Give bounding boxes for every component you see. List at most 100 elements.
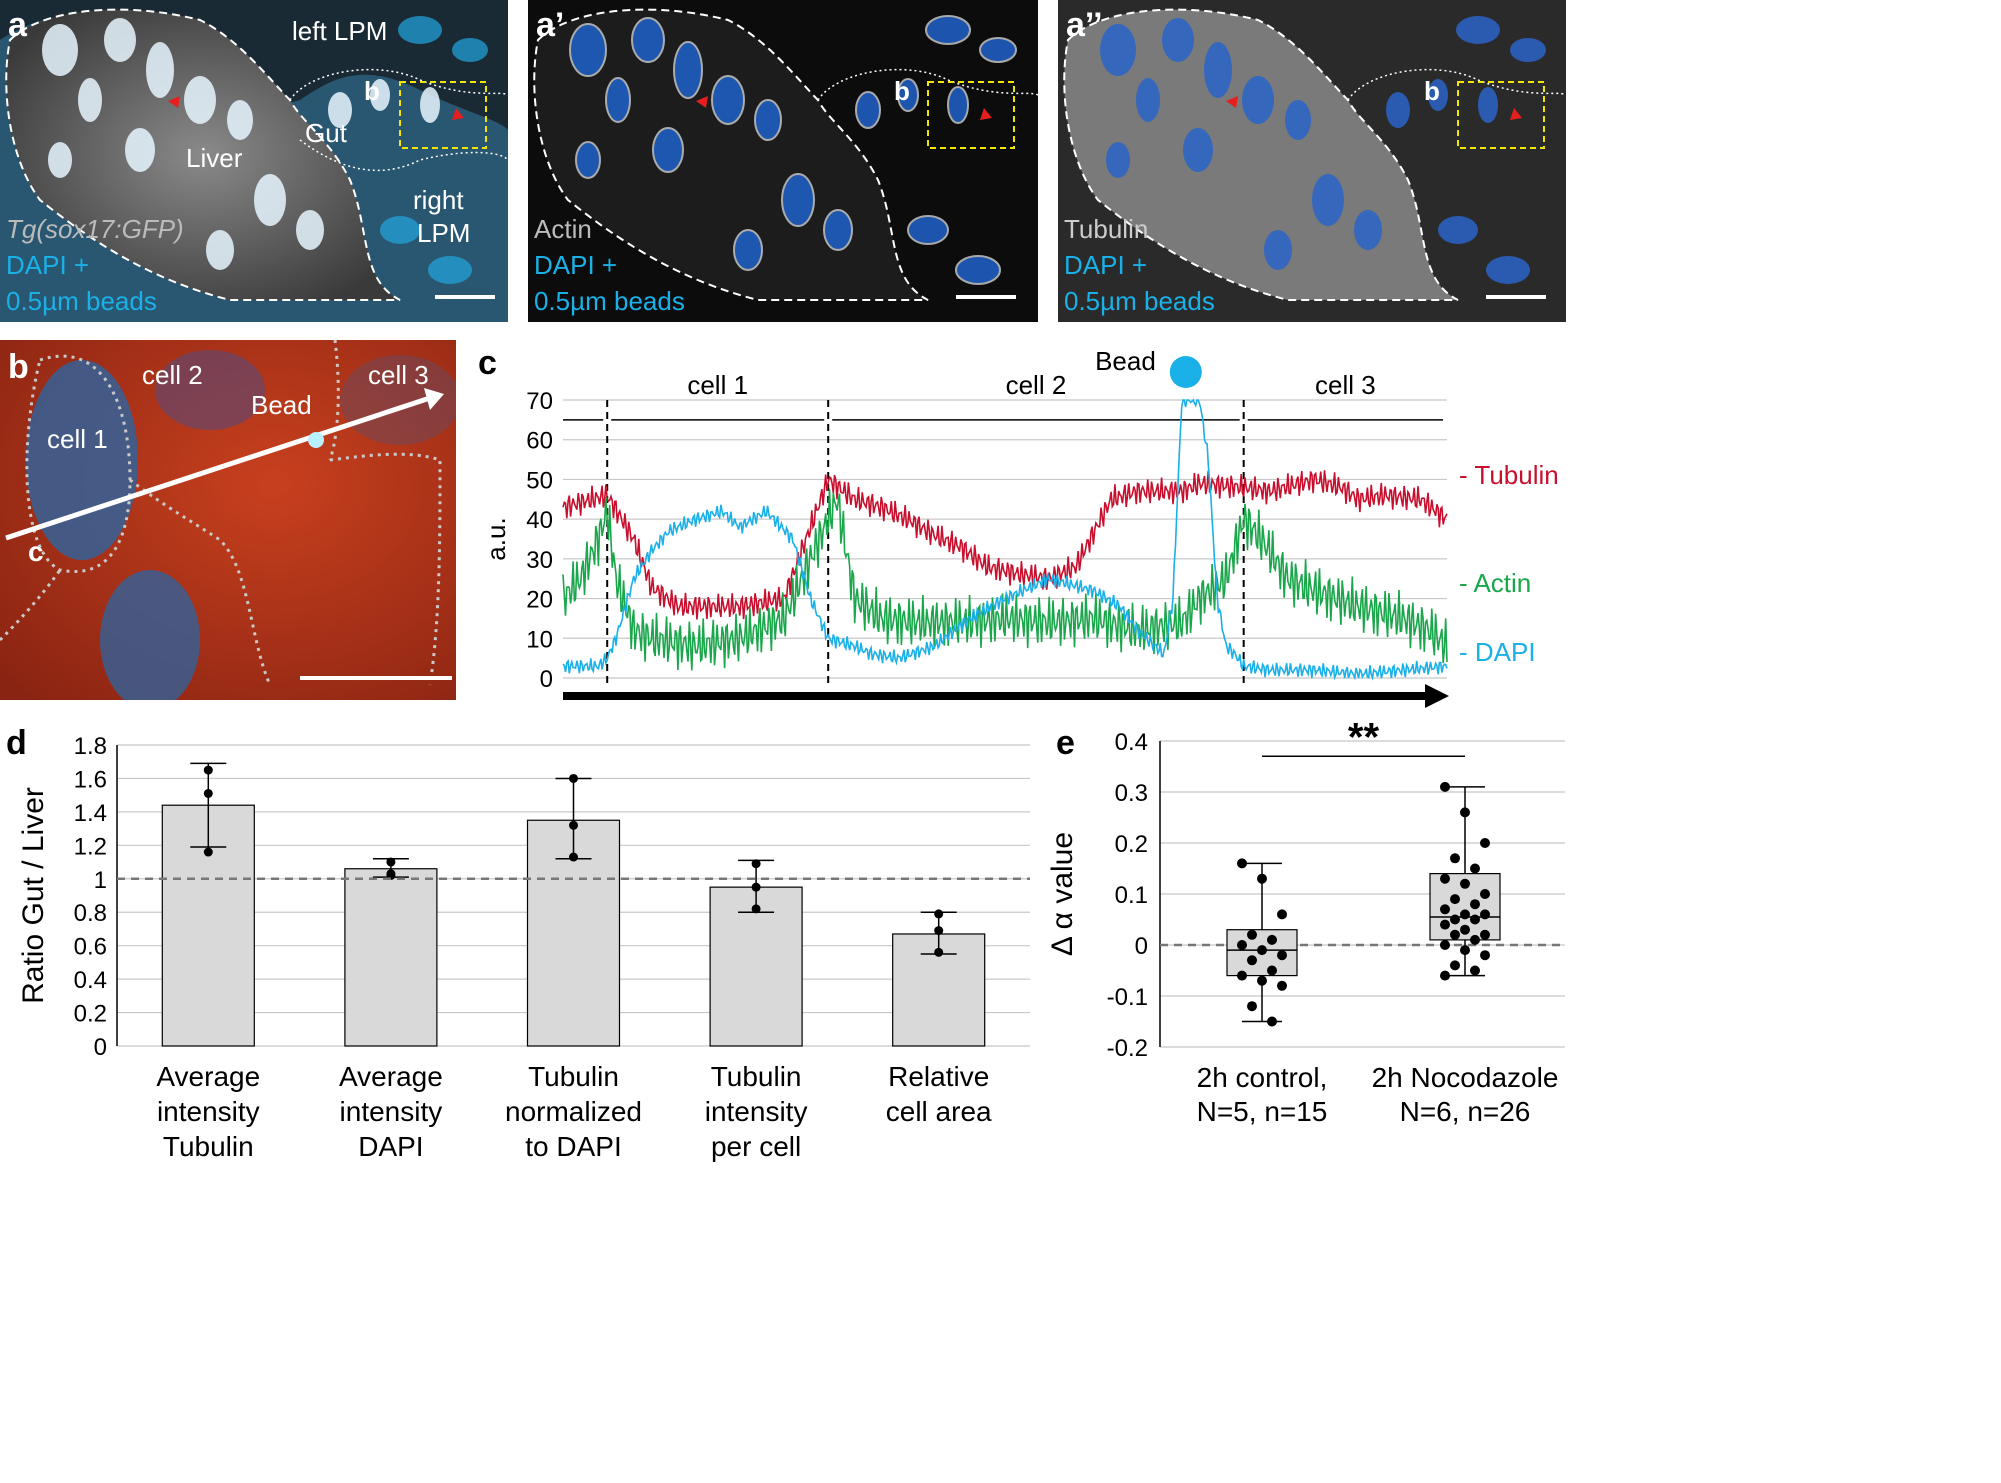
data-point	[934, 926, 944, 936]
stain-label-dapi: DAPI +	[534, 250, 618, 280]
arrowhead-marker	[452, 108, 464, 120]
inset-box	[1457, 81, 1545, 149]
y-tick-label: 0.2	[74, 1001, 107, 1028]
panel-a-image: a left LPM Gut Liver right LPM b Tg(sox1…	[0, 0, 508, 322]
y-tick-label: 60	[526, 428, 553, 455]
data-point	[1247, 929, 1257, 940]
data-point	[1480, 950, 1490, 961]
category-label: 2h control,	[1197, 1062, 1328, 1093]
arrowhead-marker	[168, 96, 180, 108]
data-point	[1460, 878, 1470, 889]
data-point	[1450, 853, 1460, 864]
data-point	[1480, 929, 1490, 940]
bead-icon	[1169, 356, 1202, 388]
data-point	[1440, 919, 1450, 930]
panel-a-double-prime-drawing	[1058, 0, 1566, 322]
stain-label-tubulin: Tubulin	[1064, 214, 1149, 244]
panel-label-a-double-prime: a’’	[1066, 6, 1103, 44]
profile-axis-arrowhead	[1425, 684, 1449, 708]
category-label: Tubulin	[711, 1061, 802, 1092]
data-point	[1460, 924, 1470, 935]
series-line-tubulin	[562, 470, 1448, 620]
series-legend-label: - DAPI	[1459, 637, 1536, 667]
category-label: Tubulin	[163, 1131, 254, 1162]
region-label-right: right	[413, 185, 464, 215]
cell-label-2: cell 2	[142, 360, 203, 390]
y-tick-label: 20	[526, 587, 553, 614]
data-point	[569, 820, 578, 830]
arrowhead-marker	[980, 108, 992, 120]
data-point	[1237, 970, 1247, 981]
y-tick-label: 10	[526, 626, 553, 653]
arrowhead-marker	[696, 96, 708, 108]
data-point	[203, 765, 213, 775]
y-tick-label: 0.3	[1115, 780, 1148, 807]
data-point	[1450, 929, 1460, 940]
data-point	[934, 947, 944, 957]
y-tick-label: 40	[526, 507, 553, 534]
panel-label-e: e	[1056, 724, 1075, 762]
region-label-right-lpm: LPM	[417, 218, 471, 248]
data-point	[1237, 858, 1247, 869]
data-point	[1470, 899, 1480, 910]
y-tick-label: 1.6	[74, 766, 107, 793]
series-legend-label: - Actin	[1459, 568, 1531, 598]
data-point	[386, 857, 396, 867]
inset-box	[927, 81, 1015, 149]
category-label: per cell	[711, 1131, 801, 1162]
data-point	[1470, 965, 1480, 976]
y-tick-label: 0	[94, 1034, 107, 1061]
bar	[709, 886, 803, 1047]
y-tick-label: 30	[526, 547, 553, 574]
bar	[344, 868, 438, 1047]
series-line-dapi	[562, 398, 1448, 681]
stain-label-sox17: Tg(sox17:GFP)	[6, 214, 184, 244]
data-point	[1480, 909, 1490, 920]
data-point	[1450, 914, 1460, 925]
region-label-left-lpm: left LPM	[292, 16, 388, 46]
data-point	[751, 904, 761, 914]
y-tick-label: 0.6	[74, 934, 107, 961]
region-label: cell 2	[1006, 370, 1067, 400]
category-label: cell area	[886, 1096, 992, 1127]
data-point	[203, 847, 213, 857]
region-label-gut: Gut	[305, 118, 347, 148]
panel-a-drawing	[0, 0, 508, 322]
panel-label-a-prime: a’	[536, 6, 565, 44]
data-point	[1480, 889, 1490, 899]
y-tick-label: 0.2	[1115, 831, 1148, 858]
data-point	[1470, 914, 1480, 925]
profile-line	[5, 395, 431, 541]
data-point	[1247, 1001, 1257, 1012]
data-point	[1257, 873, 1267, 884]
y-tick-label: 1	[94, 867, 107, 894]
profile-line-arrowhead	[424, 388, 444, 410]
y-tick-label: -0.1	[1107, 984, 1148, 1011]
significance-label: **	[1348, 715, 1380, 759]
category-label: 2h Nocodazole	[1372, 1062, 1559, 1093]
region-label: cell 1	[687, 370, 748, 400]
bead-marker	[308, 432, 324, 448]
y-tick-label: 0	[540, 666, 553, 693]
data-point	[569, 773, 578, 783]
data-point	[1450, 960, 1460, 971]
data-point	[203, 788, 213, 798]
data-point	[1267, 934, 1277, 945]
category-label: intensity	[340, 1096, 443, 1127]
arrowhead-marker	[1510, 108, 1522, 120]
data-point	[1460, 945, 1470, 956]
panel-b-drawing	[0, 340, 456, 700]
data-point	[934, 909, 944, 919]
arrowhead-marker	[1226, 96, 1238, 108]
cell-label-1: cell 1	[47, 424, 108, 454]
panel-a-double-prime-image: a’’ b Tubulin DAPI + 0.5µm beads	[1058, 0, 1566, 322]
data-point	[1267, 965, 1277, 976]
data-point	[1277, 909, 1287, 920]
y-tick-label: 1.8	[74, 733, 107, 760]
category-label: Average	[339, 1061, 443, 1092]
data-point	[1460, 807, 1470, 818]
series-legend-label: - Tubulin	[1459, 460, 1559, 490]
data-point	[1257, 975, 1267, 986]
data-point	[569, 852, 578, 862]
y-axis-label: Δ α value	[1046, 832, 1079, 956]
